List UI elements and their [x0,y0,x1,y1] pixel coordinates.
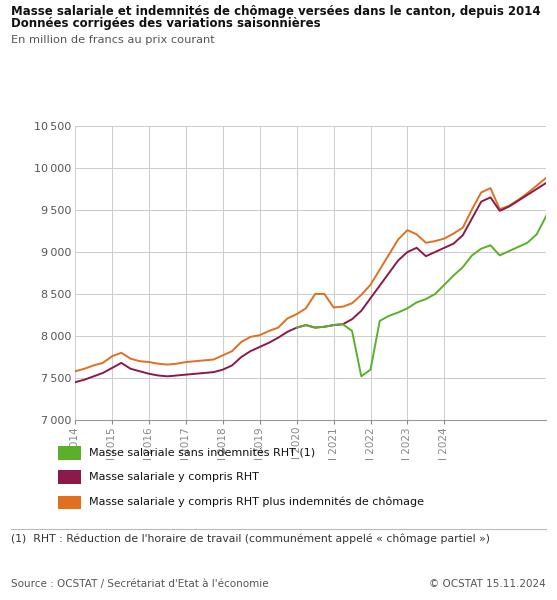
Text: Masse salariale sans indemnités RHT (1): Masse salariale sans indemnités RHT (1) [89,448,315,458]
Text: Source : OCSTAT / Secrétariat d'Etat à l'économie: Source : OCSTAT / Secrétariat d'Etat à l… [11,579,269,589]
Text: Masse salariale y compris RHT plus indemnités de chômage: Masse salariale y compris RHT plus indem… [89,497,424,508]
Text: Masse salariale y compris RHT: Masse salariale y compris RHT [89,472,259,482]
Text: © OCSTAT 15.11.2024: © OCSTAT 15.11.2024 [429,579,546,589]
Text: En million de francs au prix courant: En million de francs au prix courant [11,35,215,45]
Text: (1)  RHT : Réduction de l'horaire de travail (communément appelé « chômage parti: (1) RHT : Réduction de l'horaire de trav… [11,534,490,545]
Text: Données corrigées des variations saisonnières: Données corrigées des variations saisonn… [11,17,321,30]
Text: Masse salariale et indemnités de chômage versées dans le canton, depuis 2014: Masse salariale et indemnités de chômage… [11,5,541,18]
